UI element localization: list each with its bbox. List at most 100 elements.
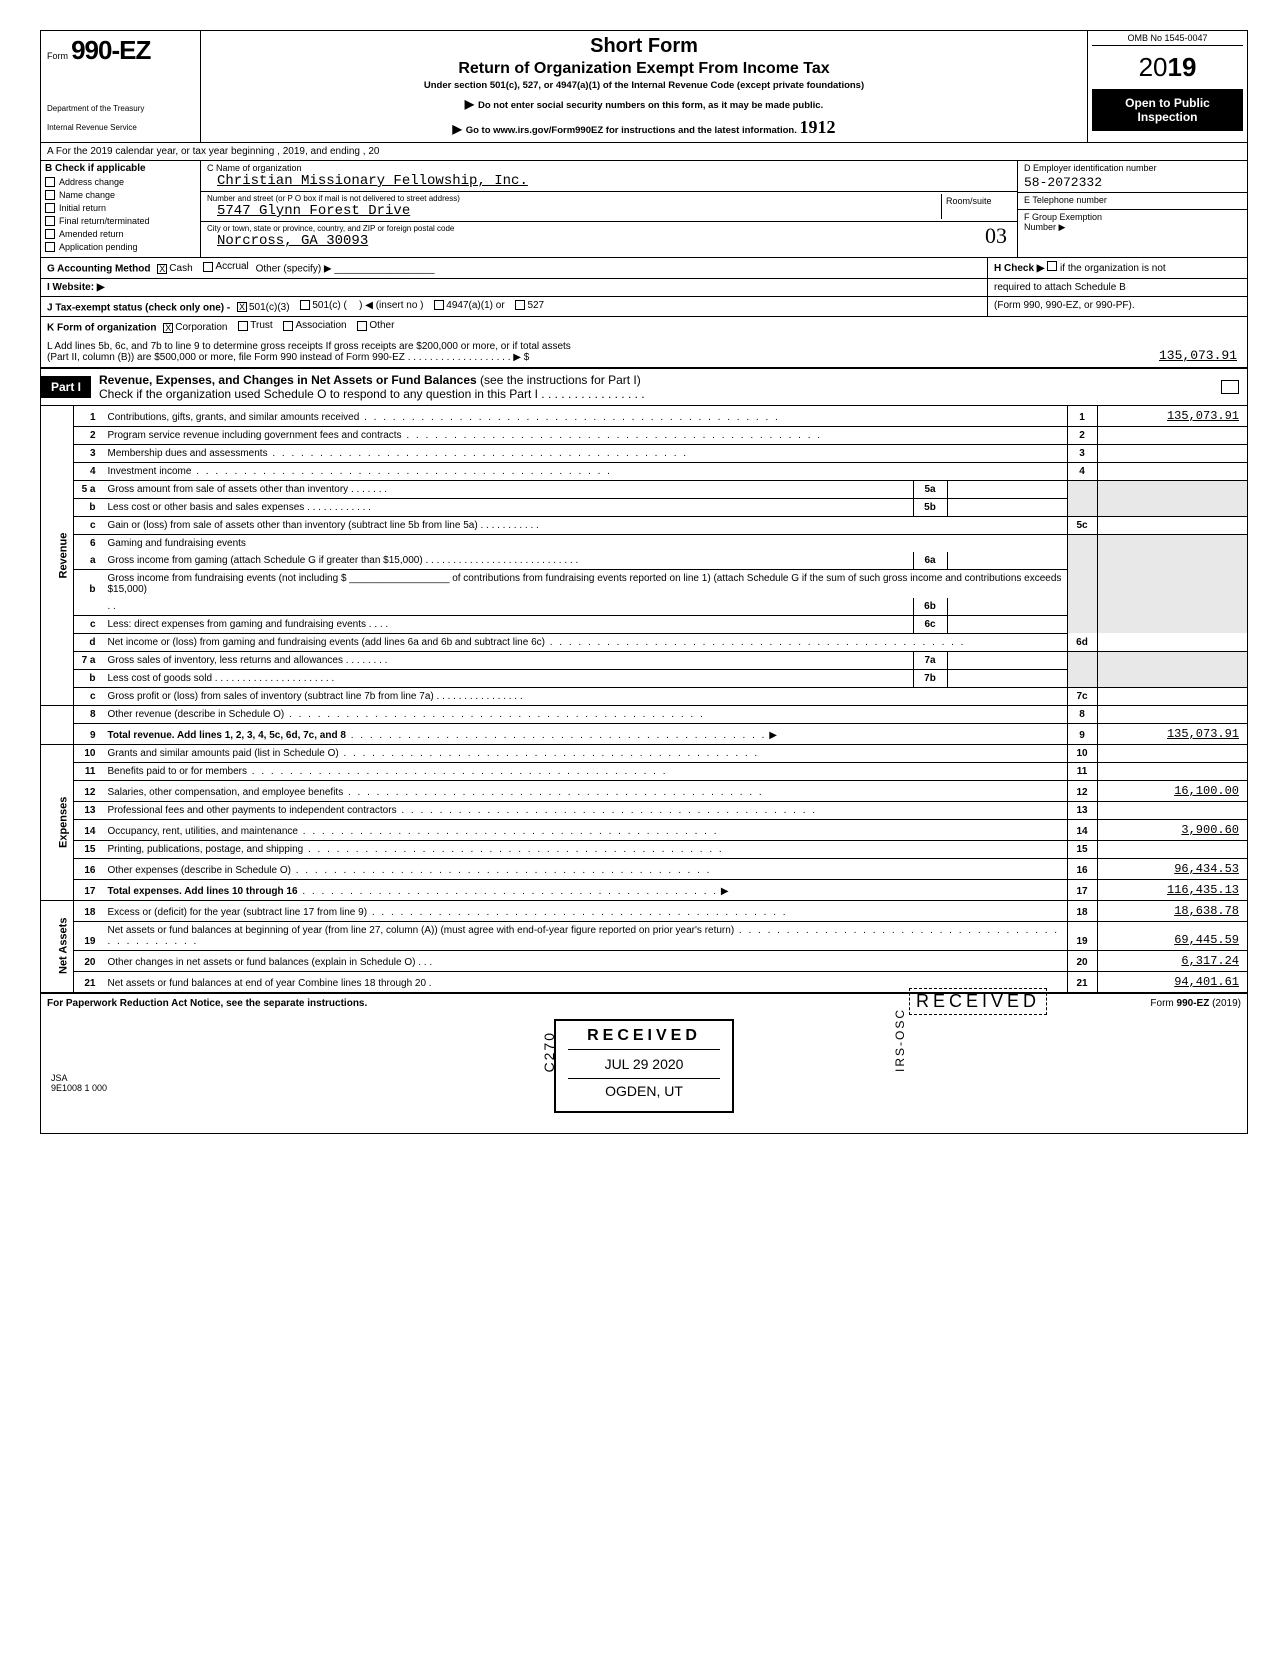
form-header: Form 990-EZ Department of the Treasury I… [41, 31, 1247, 143]
line-num: 14 [74, 819, 104, 840]
bcd-block: B Check if applicable Address change Nam… [41, 161, 1247, 258]
line-num: 20 [74, 950, 104, 971]
label-address-change: Address change [59, 177, 124, 187]
line-value [1097, 762, 1247, 780]
shaded-cell [1097, 534, 1247, 633]
checkbox-trust[interactable] [238, 321, 248, 331]
checkbox-527[interactable] [515, 300, 525, 310]
line-rnum: 8 [1067, 705, 1097, 723]
shaded-cell [1097, 480, 1247, 516]
line-desc: Grants and similar amounts paid (list in… [108, 748, 339, 759]
label-501c: 501(c) ( [312, 300, 346, 311]
line-num: 13 [74, 801, 104, 819]
label-501c3: 501(c)(3) [249, 302, 290, 313]
checkbox-amended[interactable] [45, 229, 55, 239]
line-num: 2 [74, 426, 104, 444]
checkbox-corp[interactable]: X [163, 323, 173, 333]
line-desc: Net income or (loss) from gaming and fun… [108, 637, 545, 648]
label-trust: Trust [250, 320, 272, 331]
received-stamp-date: JUL 29 2020 [568, 1056, 720, 1072]
section-b-checkboxes: B Check if applicable Address change Nam… [41, 161, 201, 257]
checkbox-name-change[interactable] [45, 190, 55, 200]
line-desc: Less cost of goods sold [108, 673, 213, 684]
line-mid-val [947, 498, 1067, 516]
form-label: Form [47, 51, 68, 61]
line-mid-val [947, 598, 1067, 616]
line-desc: Net assets or fund balances at beginning… [108, 925, 735, 936]
expenses-vertical-label: Expenses [41, 744, 74, 900]
checkbox-501c[interactable] [300, 300, 310, 310]
line-value [1097, 801, 1247, 819]
line-value [1097, 516, 1247, 534]
city-label: City or town, state or province, country… [207, 224, 1011, 233]
checkbox-4947[interactable] [434, 300, 444, 310]
line-rnum: 11 [1067, 762, 1097, 780]
part1-checkbox[interactable] [1221, 380, 1239, 394]
dept-treasury: Department of the Treasury [47, 104, 194, 113]
line-mid-val [947, 480, 1067, 498]
line-desc: Gross profit or (loss) from sales of inv… [108, 691, 434, 702]
open-to-public: Open to Public Inspection [1092, 90, 1243, 131]
omb-number: OMB No 1545-0047 [1092, 33, 1243, 46]
checkbox-other-org[interactable] [357, 321, 367, 331]
line-num: c [74, 687, 104, 705]
handwritten-1912: 1912 [800, 117, 836, 137]
part1-title-rest: (see the instructions for Part I) [477, 373, 641, 387]
row-g: G Accounting Method XCash Accrual Other … [41, 258, 1247, 279]
section-b-header: B Check if applicable [45, 163, 196, 174]
line-value [1097, 840, 1247, 858]
form-page: Form 990-EZ Department of the Treasury I… [40, 30, 1248, 1134]
line-value [1097, 462, 1247, 480]
line-value [1097, 426, 1247, 444]
label-other-accounting: Other (specify) ▶ [256, 264, 332, 275]
line-rnum: 13 [1067, 801, 1097, 819]
checkbox-app-pending[interactable] [45, 242, 55, 252]
revenue-end-spacer [41, 705, 74, 744]
line-desc: Membership dues and assessments [108, 448, 268, 459]
line-value: 96,434.53 [1097, 858, 1247, 879]
line-rnum: 5c [1067, 516, 1097, 534]
label-assoc: Association [295, 320, 346, 331]
line-desc: Contributions, gifts, grants, and simila… [108, 412, 360, 423]
irs-osc-stamp: IRS-OSC [893, 1008, 907, 1072]
checkbox-h[interactable] [1047, 261, 1057, 271]
line-value: 6,317.24 [1097, 950, 1247, 971]
line-mid-num: 5a [913, 480, 947, 498]
line-rnum: 17 [1067, 879, 1097, 900]
row-k-label: K Form of organization [47, 323, 156, 334]
title-box: Short Form Return of Organization Exempt… [201, 31, 1087, 142]
line-value: 116,435.13 [1097, 879, 1247, 900]
line-num: 17 [74, 879, 104, 900]
line-rnum: 6d [1067, 633, 1097, 651]
line-num: 6 [74, 534, 104, 552]
label-other-org: Other [369, 320, 394, 331]
part1-header: Part I Revenue, Expenses, and Changes in… [41, 369, 1247, 406]
checkbox-assoc[interactable] [283, 321, 293, 331]
label-4947: 4947(a)(1) or [446, 300, 504, 311]
checkbox-cash[interactable]: X [157, 264, 167, 274]
checkbox-final-return[interactable] [45, 216, 55, 226]
checkbox-501c3[interactable]: X [237, 302, 247, 312]
line-mid-val [947, 552, 1067, 570]
checkbox-initial-return[interactable] [45, 203, 55, 213]
line-desc: Total revenue. Add lines 1, 2, 3, 4, 5c,… [108, 730, 346, 741]
lines-table: Revenue 1 Contributions, gifts, grants, … [41, 406, 1247, 993]
line-rnum: 12 [1067, 780, 1097, 801]
row-l: L Add lines 5b, 6c, and 7b to line 9 to … [41, 337, 1247, 369]
label-cash: Cash [169, 263, 192, 274]
checkbox-accrual[interactable] [203, 262, 213, 272]
form-number: 990-EZ [71, 35, 150, 65]
line-rnum: 15 [1067, 840, 1097, 858]
revenue-vertical-label: Revenue [41, 406, 74, 706]
row-l-text2: (Part II, column (B)) are $500,000 or mo… [47, 352, 1241, 363]
line-mid-num: 7b [913, 669, 947, 687]
received-word-stamp: RECEIVED [909, 988, 1047, 1015]
line-num: c [74, 615, 104, 633]
line-mid-num: 6c [913, 615, 947, 633]
line-rnum: 16 [1067, 858, 1097, 879]
row-h-text: if the organization is not [1060, 263, 1166, 274]
checkbox-address-change[interactable] [45, 177, 55, 187]
line-rnum: 9 [1067, 723, 1097, 744]
no-ssn-text: Do not enter social security numbers on … [478, 100, 823, 111]
line-num: c [74, 516, 104, 534]
